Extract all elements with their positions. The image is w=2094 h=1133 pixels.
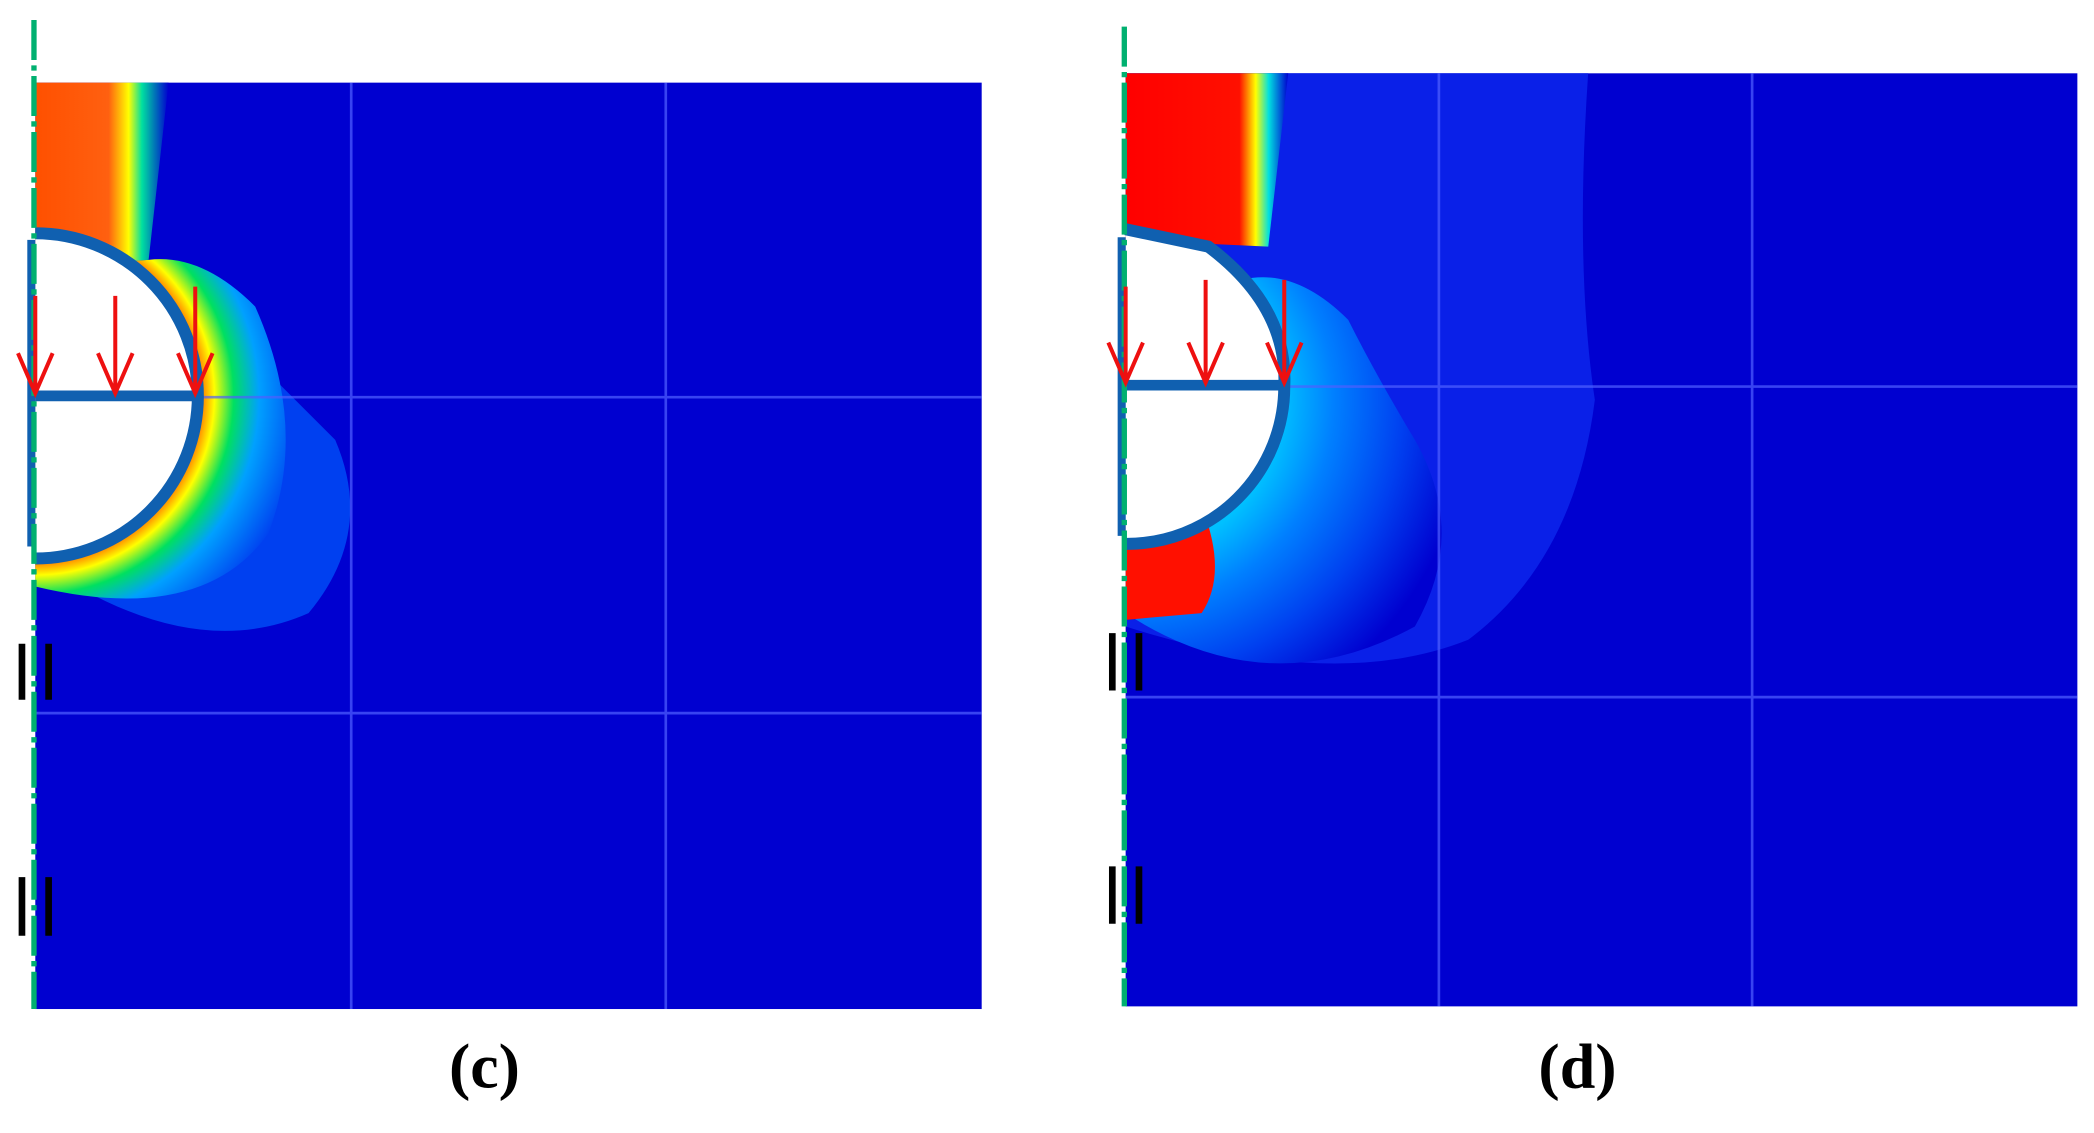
marks bbox=[1108, 633, 1143, 924]
panel-label: (d) bbox=[1538, 1031, 1616, 1102]
loads bbox=[1106, 279, 1304, 388]
loads bbox=[16, 286, 215, 399]
plume bbox=[35, 82, 169, 267]
marks bbox=[18, 643, 52, 936]
panel-label: (c) bbox=[449, 1031, 520, 1102]
plume bbox=[1125, 73, 1289, 247]
panel-d: (d) bbox=[1106, 26, 2078, 1102]
lining bbox=[1124, 223, 1291, 550]
panel-c: (c) bbox=[16, 19, 982, 1102]
